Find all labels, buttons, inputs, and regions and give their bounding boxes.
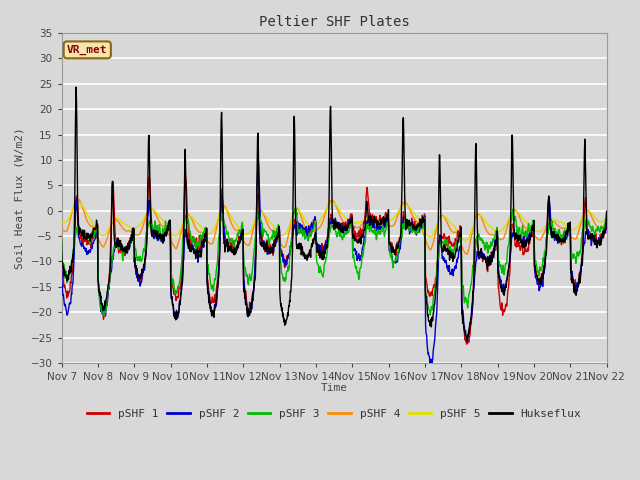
Legend: pSHF 1, pSHF 2, pSHF 3, pSHF 4, pSHF 5, Hukseflux: pSHF 1, pSHF 2, pSHF 3, pSHF 4, pSHF 5, … — [83, 405, 586, 423]
X-axis label: Time: Time — [321, 384, 348, 394]
Y-axis label: Soil Heat Flux (W/m2): Soil Heat Flux (W/m2) — [15, 127, 25, 269]
Text: VR_met: VR_met — [67, 45, 108, 55]
Title: Peltier SHF Plates: Peltier SHF Plates — [259, 15, 410, 29]
